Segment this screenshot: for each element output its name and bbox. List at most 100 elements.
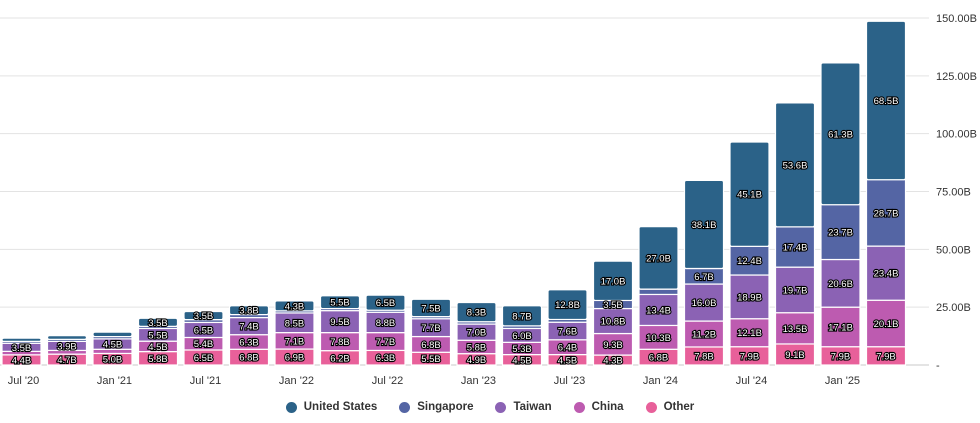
data-label-united-states-18: 61.3B <box>828 129 853 140</box>
data-label-united-states-5: 3.8B <box>239 306 259 317</box>
data-label-united-states-14: 27.0B <box>646 253 671 264</box>
data-label-taiwan-9: 7.7B <box>421 323 441 334</box>
x-tick-label-8: Jul '24 <box>736 375 767 387</box>
data-label-taiwan-18: 20.6B <box>828 279 853 290</box>
data-label-china-14: 10.3B <box>646 333 671 344</box>
legend-item-singapore[interactable]: Singapore <box>399 401 473 413</box>
data-label-other-10: 4.9B <box>467 355 487 366</box>
data-label-china-12: 6.4B <box>558 343 578 354</box>
data-label-united-states-13: 17.0B <box>601 276 626 287</box>
data-label-other-16: 7.9B <box>740 351 760 362</box>
data-label-china-10: 5.8B <box>467 342 487 353</box>
data-label-taiwan-2: 4.5B <box>103 340 123 351</box>
bar-stack-5: 6.8B 6.3B 7.4B 3.8B <box>228 305 270 366</box>
bar-united-states-0 <box>1 337 42 343</box>
bar-united-states-7 <box>319 295 361 310</box>
bar-taiwan-14 <box>638 293 679 327</box>
bar-stack-9: 5.5B 6.8B 7.7B 7.5B <box>410 298 452 366</box>
bar-united-states-3 <box>137 317 179 327</box>
bar-united-states-12 <box>547 289 588 321</box>
data-label-china-13: 9.3B <box>603 340 623 351</box>
x-tick-label-4: Jul '22 <box>372 375 403 387</box>
bar-stack-8: 6.3B 7.7B 8.8B 6.5B <box>365 294 406 366</box>
data-label-other-3: 5.8B <box>148 354 168 365</box>
legend-item-united-states[interactable]: United States <box>285 401 377 413</box>
data-label-other-5: 6.8B <box>239 353 259 364</box>
data-label-taiwan-19: 23.4B <box>874 269 899 280</box>
data-label-other-4: 6.5B <box>194 353 214 364</box>
legend-label-taiwan: Taiwan <box>513 401 552 413</box>
legend-marker-taiwan <box>495 401 507 413</box>
data-label-taiwan-7: 9.5B <box>330 317 350 328</box>
bar-stack-2: 5.0B 4.5B <box>92 331 133 367</box>
data-label-other-7: 6.2B <box>330 353 350 364</box>
data-label-taiwan-16: 18.9B <box>737 292 762 303</box>
x-tick-label-7: Jan '24 <box>643 375 678 387</box>
bar-china-19 <box>865 299 907 348</box>
data-label-united-states-3: 3.5B <box>148 318 168 329</box>
bar-united-states-8 <box>365 294 406 311</box>
bar-stack-12: 4.5B6.4B 7.6B 12.8B <box>547 289 588 367</box>
data-label-other-13: 4.3B <box>603 356 623 367</box>
bar-singapore-14 <box>638 288 679 296</box>
y-tick-label-5: 125.00B <box>936 71 977 83</box>
legend-label-singapore: Singapore <box>417 401 474 413</box>
bar-stack-11: 4.5B5.3B 6.0B 8.7B <box>501 305 543 367</box>
bar-stack-4: 6.5B 5.4B 6.5B 3.5B <box>183 310 224 366</box>
data-label-taiwan-13: 10.8B <box>601 317 626 328</box>
data-label-singapore-17: 17.4B <box>783 243 808 254</box>
bar-china-16 <box>729 318 770 348</box>
data-label-china-4: 5.4B <box>194 339 214 350</box>
chart-canvas: - 25.00B 50.00B 75.00B 100.00B 125.00B 150.00B… <box>0 13 977 387</box>
bar-united-states-5 <box>228 305 270 316</box>
bar-china-17 <box>774 312 816 345</box>
data-label-united-states-16: 45.1B <box>737 190 762 201</box>
data-label-united-states-19: 68.5B <box>874 96 899 107</box>
data-label-united-states-12: 12.8B <box>555 300 580 311</box>
legend-item-other[interactable]: Other <box>645 401 694 413</box>
data-label-china-6: 7.1B <box>285 336 305 347</box>
bar-stack-13: 4.3B 9.3B 10.8B 3.5B 17.0B <box>592 260 634 368</box>
bar-united-states-19 <box>865 20 907 181</box>
legend-item-taiwan[interactable]: Taiwan <box>495 401 552 413</box>
legend-marker-united-states <box>285 401 297 413</box>
data-label-taiwan-10: 7.0B <box>467 328 487 339</box>
bar-united-states-10 <box>456 301 497 323</box>
legend-item-china[interactable]: China <box>573 401 624 413</box>
bar-singapore-19 <box>865 179 907 247</box>
data-label-other-14: 6.8B <box>649 353 669 364</box>
data-label-singapore-16: 12.4B <box>737 256 762 267</box>
data-label-taiwan-1: 3.9B <box>57 341 77 352</box>
data-label-china-16: 12.1B <box>737 328 762 339</box>
data-label-china-11: 5.3B <box>512 344 532 355</box>
data-label-china-3: 4.5B <box>148 342 168 353</box>
data-label-taiwan-4: 6.5B <box>194 325 214 336</box>
data-label-taiwan-5: 7.4B <box>239 322 259 333</box>
data-label-other-9: 5.5B <box>421 354 441 365</box>
bar-singapore-17 <box>774 226 816 268</box>
x-tick-label-6: Jul '23 <box>554 375 585 387</box>
bar-stack-1: 4.7B 3.9B <box>46 335 88 367</box>
data-label-other-19: 7.9B <box>876 351 896 362</box>
y-tick-label-4: 100.00B <box>936 129 977 141</box>
data-label-united-states-17: 53.6B <box>783 160 808 171</box>
chart-legend: United States Singapore Taiwan China Oth… <box>0 401 980 413</box>
y-tick-label-6: 150.00B <box>936 13 977 25</box>
bar-taiwan-19 <box>865 245 907 301</box>
y-tick-label-3: 75.00B <box>936 187 971 199</box>
bar-taiwan-15 <box>683 283 725 322</box>
data-label-china-9: 6.8B <box>421 340 441 351</box>
bar-stack-18: 7.9B 17.1B 20.6B 23.7B 61.3B <box>820 62 861 366</box>
bar-singapore-18 <box>820 204 861 261</box>
data-label-other-17: 9.1B <box>785 350 805 361</box>
data-label-taiwan-12: 7.6B <box>558 326 578 337</box>
bar-united-states-16 <box>729 141 770 247</box>
x-tick-label-2: Jul '21 <box>190 375 221 387</box>
bar-stack-7: 6.2B 7.8B 9.5B 5.5B <box>319 295 361 366</box>
data-label-taiwan-3: 5.5B <box>148 330 168 341</box>
data-label-united-states-6: 4.3B <box>285 301 305 312</box>
bar-united-states-17 <box>774 102 816 228</box>
bar-united-states-4 <box>183 310 224 321</box>
bar-stack-15: 7.8B 11.2B 16.0B 6.7B 38.1B <box>683 179 725 366</box>
